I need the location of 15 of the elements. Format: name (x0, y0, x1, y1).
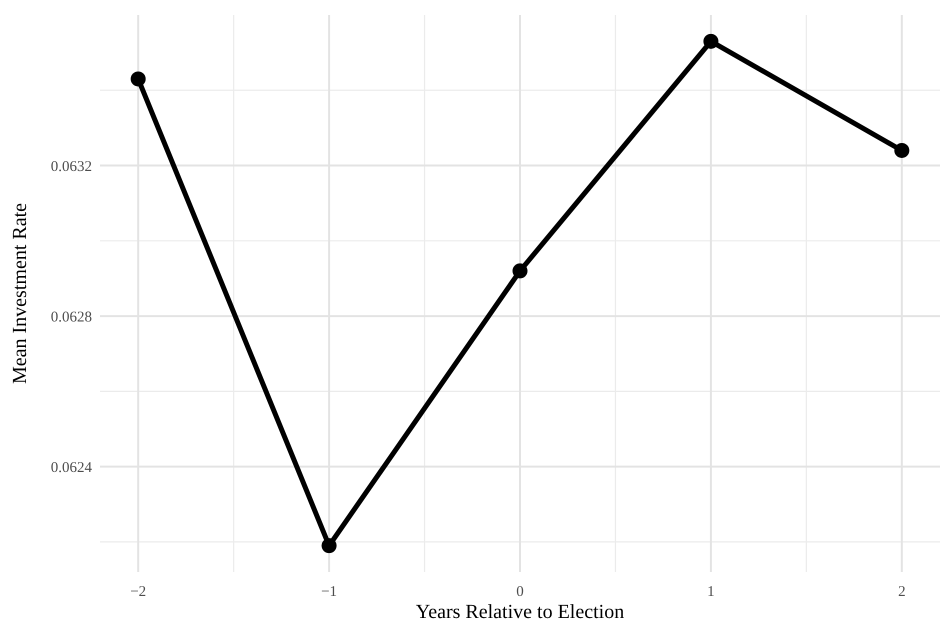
y-tick-label: 0.0624 (50, 460, 92, 476)
x-axis-title: Years Relative to Election (416, 601, 624, 623)
point (322, 538, 337, 554)
point (894, 142, 910, 158)
x-tick-label: 1 (707, 584, 715, 600)
x-tick-label: 2 (898, 584, 906, 600)
x-tick-label: 0 (516, 584, 524, 600)
y-axis-title: Mean Investment Rate (9, 202, 31, 384)
y-tick-label: 0.0628 (50, 309, 92, 326)
x-tick-label: −1 (321, 584, 338, 600)
y-tick-label: 0.0632 (50, 158, 92, 175)
point (512, 263, 528, 278)
x-tick-label: −2 (130, 584, 146, 600)
point (703, 34, 718, 49)
point (130, 71, 146, 86)
